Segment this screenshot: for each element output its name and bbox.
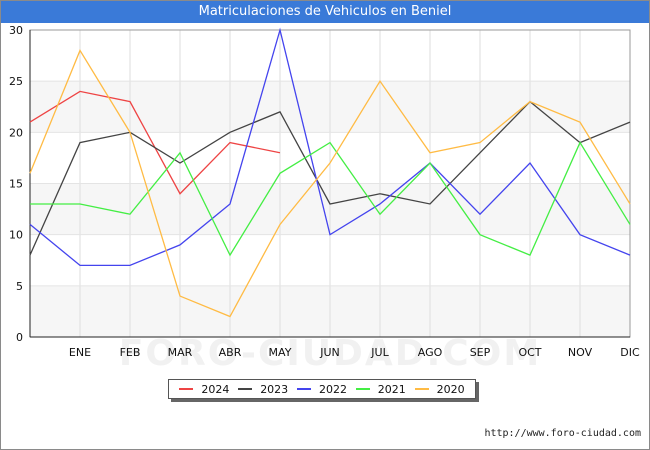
legend-label: 2024: [201, 382, 230, 396]
legend-item-2024: 2024: [179, 383, 229, 396]
legend-swatch: [238, 388, 253, 390]
legend-label: 2020: [436, 382, 465, 396]
y-tick-label: 0: [16, 331, 23, 344]
chart-title: Matriculaciones de Vehiculos en Beniel: [1, 1, 649, 23]
legend-label: 2022: [318, 382, 347, 396]
legend-label: 2021: [377, 382, 406, 396]
y-tick-label: 15: [9, 178, 23, 191]
x-tick-label: NOV: [568, 346, 593, 359]
source-url: http://www.foro-ciudad.com: [484, 428, 641, 439]
legend-item-2023: 2023: [238, 383, 288, 396]
x-tick-label: SEP: [470, 346, 491, 359]
x-tick-label: JUL: [370, 346, 389, 359]
legend-swatch: [296, 388, 311, 390]
x-tick-label: ENE: [69, 346, 91, 359]
watermark: FORO-CIUDAD.COM: [119, 333, 541, 374]
chart-legend: 2024 2023 2022 2021 2020: [168, 379, 476, 399]
y-tick-label: 25: [9, 75, 23, 88]
legend-item-2021: 2021: [355, 382, 406, 396]
x-tick-label: DIC: [620, 346, 640, 359]
series-line-2022: [29, 27, 631, 267]
legend-swatch: [414, 388, 429, 390]
x-tick-label: ABR: [219, 346, 242, 359]
y-tick-label: 30: [9, 24, 23, 37]
x-tick-label: JUN: [319, 346, 340, 359]
legend-item-2022: 2022: [296, 382, 347, 396]
legend-item-2020: 2020: [414, 382, 465, 396]
legend-label: 2023: [260, 382, 289, 396]
x-tick-label: OCT: [518, 346, 541, 359]
legend-swatch: [179, 388, 194, 390]
x-tick-label: MAR: [168, 346, 193, 359]
x-tick-label: MAY: [269, 346, 292, 359]
x-tick-label: FEB: [120, 346, 141, 359]
y-tick-label: 10: [9, 229, 23, 242]
series-line-2021: [30, 141, 631, 257]
series-line-2020: [29, 49, 631, 318]
legend-swatch: [355, 388, 370, 390]
x-tick-label: AGO: [418, 346, 443, 359]
y-tick-label: 20: [9, 126, 23, 139]
y-tick-label: 5: [16, 280, 23, 293]
